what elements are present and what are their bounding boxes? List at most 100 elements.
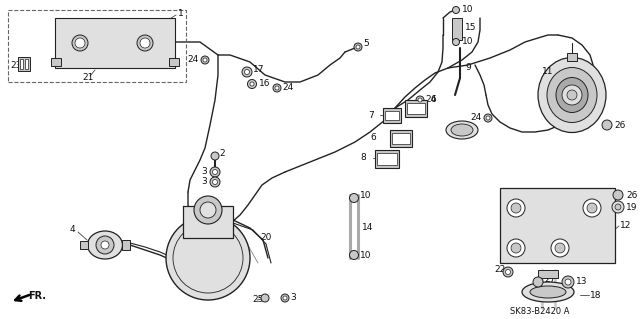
Text: 1: 1 (178, 10, 184, 19)
Bar (8, 10, 186, 82)
Circle shape (416, 96, 424, 104)
Circle shape (615, 204, 621, 210)
Text: 16: 16 (259, 78, 271, 87)
Circle shape (349, 250, 358, 259)
Bar (183, 206, 233, 238)
Circle shape (210, 167, 220, 177)
Circle shape (137, 35, 153, 51)
Circle shape (244, 70, 250, 75)
Circle shape (203, 58, 207, 62)
Circle shape (283, 296, 287, 300)
Circle shape (565, 279, 571, 285)
Text: 24: 24 (470, 114, 481, 122)
Circle shape (101, 241, 109, 249)
Text: SK83-B2420 A: SK83-B2420 A (510, 308, 570, 316)
Bar (20, 59, 23, 69)
Circle shape (511, 203, 521, 213)
Ellipse shape (530, 286, 566, 298)
Text: 4: 4 (70, 226, 76, 234)
Ellipse shape (538, 57, 606, 132)
Text: 2: 2 (219, 150, 225, 159)
Circle shape (248, 79, 257, 88)
Circle shape (486, 116, 490, 120)
Bar (25, 59, 28, 69)
Bar (80, 241, 88, 249)
Text: 10: 10 (360, 191, 371, 201)
Text: 17: 17 (253, 65, 264, 75)
Circle shape (200, 202, 216, 218)
Bar (55, 18, 175, 68)
Circle shape (75, 38, 85, 48)
Circle shape (484, 114, 492, 122)
Text: 6: 6 (430, 95, 436, 105)
Circle shape (212, 169, 218, 174)
Bar (452, 18, 462, 40)
Circle shape (166, 216, 250, 300)
Text: 5: 5 (363, 40, 369, 48)
Circle shape (507, 199, 525, 217)
Bar (51, 58, 61, 66)
Circle shape (72, 35, 88, 51)
Circle shape (354, 43, 362, 51)
Bar (405, 100, 427, 117)
Circle shape (602, 120, 612, 130)
Circle shape (562, 276, 574, 288)
Circle shape (250, 82, 254, 86)
Circle shape (242, 67, 252, 77)
Circle shape (210, 177, 220, 187)
Circle shape (418, 98, 422, 102)
Ellipse shape (88, 231, 122, 259)
Bar (500, 188, 615, 263)
Ellipse shape (446, 121, 478, 139)
Bar (377, 153, 397, 165)
Ellipse shape (556, 78, 588, 113)
Text: FR.: FR. (28, 291, 46, 301)
Text: 27: 27 (544, 276, 556, 285)
Bar (375, 150, 399, 168)
Circle shape (612, 201, 624, 213)
Circle shape (275, 86, 279, 90)
Circle shape (613, 190, 623, 200)
Text: 10: 10 (462, 5, 474, 14)
Bar (169, 58, 179, 66)
Text: 20: 20 (260, 234, 271, 242)
Circle shape (503, 267, 513, 277)
Text: 21: 21 (82, 72, 93, 81)
Bar (390, 130, 412, 147)
Circle shape (507, 239, 525, 257)
Circle shape (96, 236, 114, 254)
Text: 22: 22 (494, 265, 505, 275)
Circle shape (551, 239, 569, 257)
Text: 7: 7 (368, 110, 374, 120)
Text: 26: 26 (614, 121, 625, 130)
Text: 24: 24 (282, 84, 293, 93)
Circle shape (452, 39, 460, 46)
Text: 3: 3 (201, 167, 207, 176)
Circle shape (562, 85, 582, 105)
Circle shape (201, 56, 209, 64)
Text: 9: 9 (465, 63, 471, 72)
Ellipse shape (522, 282, 574, 302)
Circle shape (583, 199, 601, 217)
Text: 11: 11 (542, 68, 554, 77)
Text: 18: 18 (590, 291, 602, 300)
Circle shape (140, 38, 150, 48)
Bar (383, 108, 401, 123)
Circle shape (261, 294, 269, 302)
Text: 8: 8 (360, 153, 365, 162)
Text: 26: 26 (626, 190, 637, 199)
Text: 10: 10 (360, 250, 371, 259)
Text: 10: 10 (462, 38, 474, 47)
Bar (385, 111, 399, 120)
Bar (567, 53, 577, 61)
Text: 19: 19 (626, 203, 637, 211)
Circle shape (349, 194, 358, 203)
Bar (18, 57, 30, 71)
Circle shape (281, 294, 289, 302)
Text: 24: 24 (425, 95, 436, 105)
Text: 25: 25 (252, 295, 264, 305)
Text: 15: 15 (465, 24, 477, 33)
Text: 23: 23 (10, 61, 21, 70)
Bar (122, 240, 130, 250)
Text: 12: 12 (620, 220, 632, 229)
